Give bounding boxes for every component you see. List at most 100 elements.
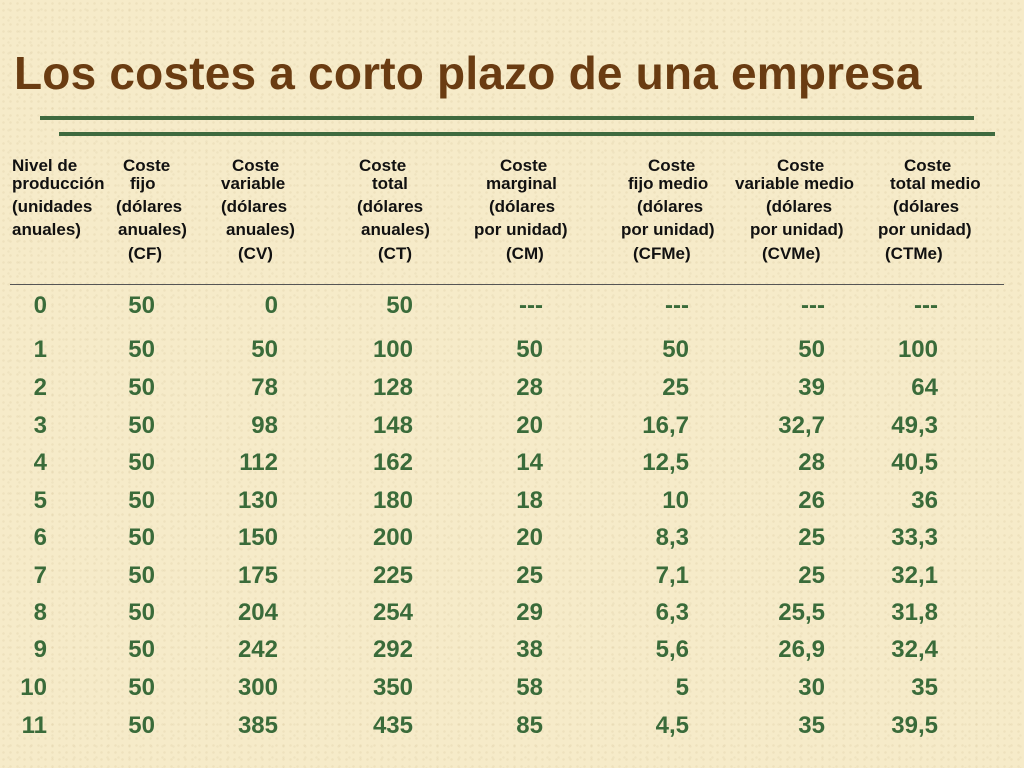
cell-ctme: 31,8 [891,599,938,626]
cell-nivel: 9 [33,636,47,663]
cell-cf: 50 [128,374,155,401]
cell-ct: 350 [372,674,413,701]
header-line: (dólares [221,197,288,216]
cell-ct: 148 [372,412,413,439]
cell-ctme: 36 [911,487,938,514]
cell-cvme: 26 [798,487,825,514]
header-line: (CV) [238,244,273,263]
cell-cvme: 30 [798,674,825,701]
cell-ctme: 100 [897,336,938,363]
cell-cfme: 5 [675,674,689,701]
cell-ct: 50 [386,292,413,319]
header-line: variable [221,174,286,193]
cell-ctme: 64 [911,374,938,401]
cell-nivel: 5 [33,487,47,514]
cell-cfme: 4,5 [655,712,689,739]
cell-ct: 100 [372,336,413,363]
cell-cvme: 35 [798,712,825,739]
table-row: 3 50 98 148 20 16,7 32,7 49,3 [0,412,1024,446]
cell-cf: 50 [128,599,155,626]
cell-cv: 112 [239,449,278,476]
table-row: 2 50 78 128 28 25 39 64 [0,374,1024,408]
cell-cf: 50 [128,487,155,514]
header-line: (CF) [128,244,162,263]
cell-cvme: 32,7 [778,412,825,439]
cell-nivel: 10 [20,674,47,701]
cell-cf: 50 [128,524,155,551]
cell-cfme: 7,1 [655,562,689,589]
header-line: (CVMe) [762,244,821,263]
cell-cvme: 28 [798,449,825,476]
cell-cf: 50 [128,562,155,589]
cell-cm: 25 [516,562,543,589]
slide-title: Los costes a corto plazo de una empresa [14,47,922,99]
cell-cfme: 50 [662,336,689,363]
cell-ctme: 32,4 [891,636,938,663]
cell-cm: 18 [516,487,543,514]
header-line: Coste [123,156,171,175]
cell-cf: 50 [128,412,155,439]
cell-cvme: 25,5 [778,599,825,626]
header-line: Coste [777,156,825,175]
header-line: por unidad) [621,220,715,239]
header-line: (dólares [766,197,833,216]
header-line: Coste [500,156,548,175]
table-row: 8 50 204 254 29 6,3 25,5 31,8 [0,599,1024,633]
cell-cvme: 39 [798,374,825,401]
header-line: variable medio [735,174,855,193]
cell-ct: 435 [372,712,413,739]
header-line: (CT) [378,244,412,263]
header-line: (dólares [116,197,183,216]
table-row: 4 50 112 162 14 12,5 28 40,5 [0,449,1024,483]
cell-ct: 292 [372,636,413,663]
header-line: (CM) [506,244,544,263]
cell-ctme: 49,3 [891,412,938,439]
cell-nivel: 1 [33,336,47,363]
header-line: (CTMe) [885,244,943,263]
cell-cfme: 16,7 [642,412,689,439]
cell-cv: 175 [237,562,278,589]
cell-cfme: 10 [662,487,689,514]
cell-cfme: 8,3 [655,524,689,551]
header-line: total [372,174,408,193]
table-row: 9 50 242 292 38 5,6 26,9 32,4 [0,636,1024,670]
cell-nivel: 7 [33,562,47,589]
title-underline-bottom [59,132,995,136]
header-line: por unidad) [474,220,568,239]
cell-cvme: --- [801,292,825,319]
cell-ctme: 35 [911,674,938,701]
table-row: 6 50 150 200 20 8,3 25 33,3 [0,524,1024,558]
cell-cm: 20 [516,524,543,551]
cell-cfme: --- [665,292,689,319]
cell-cvme: 25 [798,562,825,589]
header-line: producción [12,174,105,193]
cell-ctme: 40,5 [891,449,938,476]
cell-cfme: 5,6 [655,636,689,663]
cell-cm: 38 [516,636,543,663]
cell-cv: 0 [264,292,278,319]
table-row: 10 50 300 350 58 5 30 35 [0,674,1024,708]
header-line: anuales) [226,220,295,239]
cell-cv: 242 [237,636,278,663]
cell-cv: 78 [251,374,278,401]
header-line: marginal [486,174,557,193]
header-line: anuales) [361,220,430,239]
cell-cv: 98 [251,412,278,439]
header-divider [10,284,1004,285]
cell-cf: 50 [128,336,155,363]
header-line: (CFMe) [633,244,691,263]
cell-nivel: 11 [21,712,47,739]
cell-ct: 254 [372,599,413,626]
cell-cfme: 25 [662,374,689,401]
cell-cm: 50 [516,336,543,363]
header-line: Coste [359,156,407,175]
cell-nivel: 8 [33,599,47,626]
header-line: total medio [890,174,981,193]
cell-ctme: 32,1 [891,562,938,589]
cell-cm: 14 [516,449,543,476]
table-row: 7 50 175 225 25 7,1 25 32,1 [0,562,1024,596]
header-line: (dólares [357,197,424,216]
cell-nivel: 6 [33,524,47,551]
header-line: Coste [648,156,696,175]
cell-nivel: 3 [33,412,47,439]
